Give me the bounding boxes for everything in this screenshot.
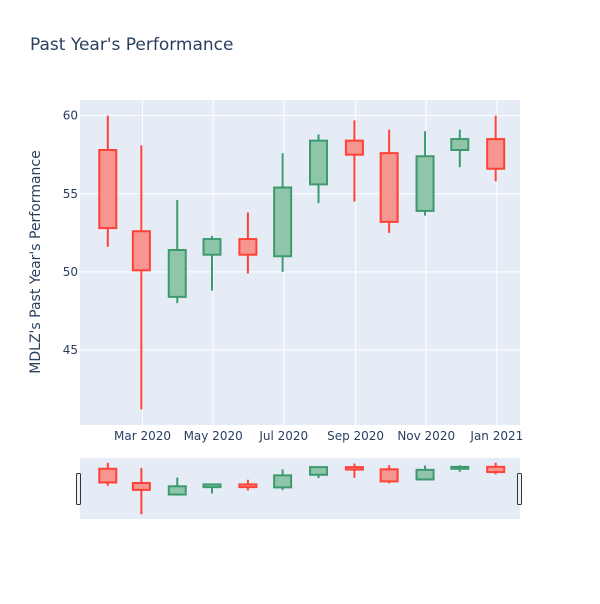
slider-candle	[131, 467, 151, 515]
x-tick-label: Jul 2020	[258, 429, 308, 443]
candle	[344, 120, 364, 202]
candle	[238, 212, 258, 274]
range-slider-left-handle[interactable]	[76, 473, 81, 505]
y-tick-label: 50	[63, 265, 78, 279]
slider-candle-body	[131, 482, 151, 491]
slider-candle	[486, 462, 506, 475]
candle-body	[167, 249, 187, 298]
y-tick-label: 45	[63, 343, 78, 357]
slider-candle	[202, 483, 222, 494]
x-tick-label: Sep 2020	[327, 429, 384, 443]
slider-candle	[309, 466, 329, 479]
candle-body	[486, 138, 506, 170]
x-tick-label: May 2020	[184, 429, 243, 443]
slider-candle-body	[450, 465, 470, 470]
y-tick-label: 55	[63, 187, 78, 201]
slider-candle	[344, 463, 364, 478]
slider-candle-body	[202, 483, 222, 489]
range-slider-right-handle[interactable]	[517, 473, 522, 505]
slider-candle	[98, 462, 118, 486]
slider-candle-body	[98, 467, 118, 484]
x-tick-label: Mar 2020	[114, 429, 171, 443]
candle	[131, 145, 151, 410]
candle	[486, 115, 506, 182]
slider-candle-body	[415, 468, 435, 481]
candle-body	[344, 139, 364, 156]
candle	[379, 129, 399, 233]
candle-body	[415, 155, 435, 212]
candle-body	[131, 230, 151, 272]
x-tick-label: Nov 2020	[397, 429, 455, 443]
slider-candle-body	[379, 468, 399, 483]
candle-body	[273, 186, 293, 258]
candle-body	[202, 238, 222, 256]
y-axis-label: MDLZ's Past Year's Performance	[28, 150, 44, 373]
candle-body	[309, 139, 329, 186]
candle	[309, 134, 329, 204]
chart-title: Past Year's Performance	[30, 35, 234, 55]
slider-candle	[415, 465, 435, 481]
candle	[415, 131, 435, 216]
slider-candle	[238, 479, 258, 491]
candle	[167, 200, 187, 304]
candle-body	[379, 152, 399, 223]
slider-candle-body	[167, 485, 187, 496]
plot-background	[80, 100, 520, 425]
slider-candle-body	[309, 466, 329, 476]
candle	[98, 115, 118, 247]
main-plot-area[interactable]: Mar 2020 May 2020 Jul 2020 Sep 2020 Nov 2020…	[63, 100, 524, 443]
candle	[273, 153, 293, 272]
x-tick-label: Jan 2021	[469, 429, 523, 443]
slider-candle	[167, 477, 187, 496]
slider-candle	[450, 465, 470, 472]
slider-candle	[379, 465, 399, 484]
candle-body	[98, 149, 118, 230]
slider-candle-body	[273, 474, 293, 489]
slider-candle-body	[238, 483, 258, 489]
y-tick-label: 60	[63, 109, 78, 123]
range-slider[interactable]	[76, 458, 522, 519]
candle-body	[238, 238, 258, 256]
range-slider-background	[80, 458, 520, 519]
slider-candle	[273, 469, 293, 491]
candle	[450, 129, 470, 168]
candle	[202, 235, 222, 291]
slider-candle-body	[486, 465, 506, 474]
slider-candle-body	[344, 466, 364, 471]
candle-body	[450, 138, 470, 151]
